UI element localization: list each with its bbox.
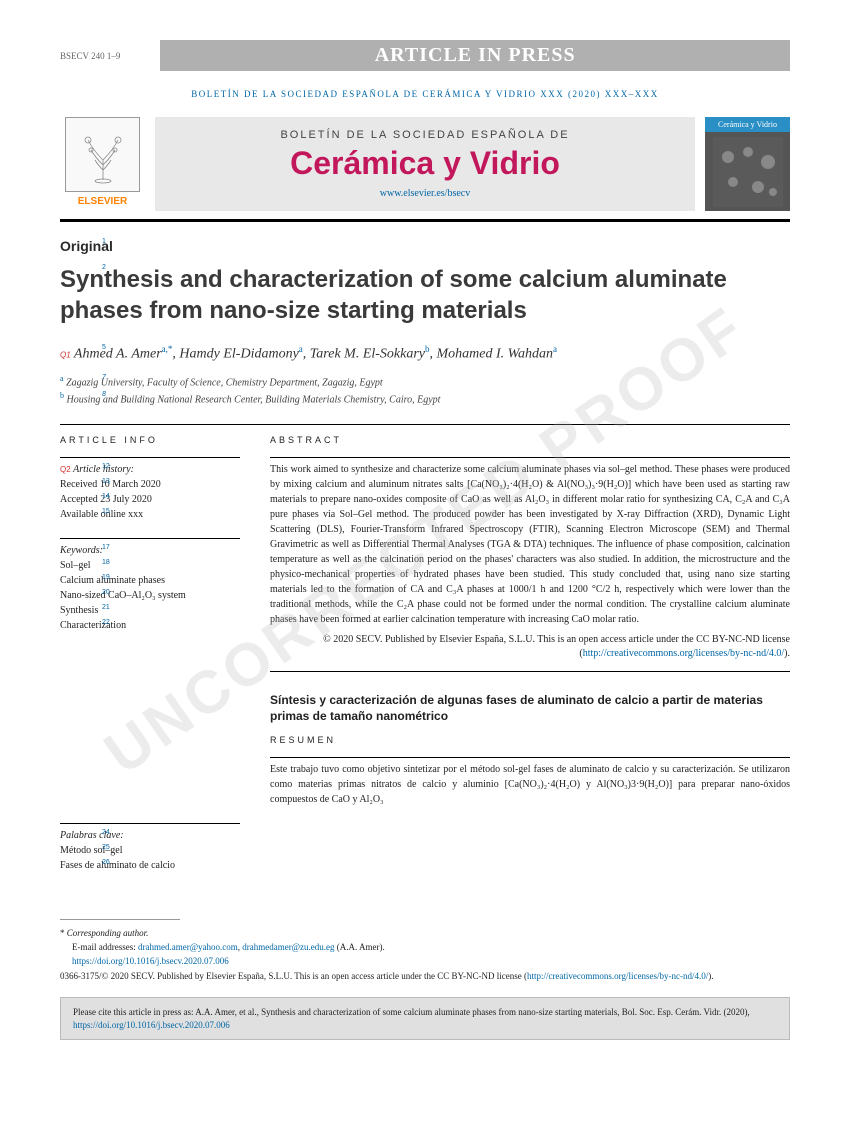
- line-num: 25: [102, 843, 110, 854]
- copyright: © 2020 SECV. Published by Elsevier Españ…: [270, 633, 790, 661]
- keyword: Nano-sized CaO–Al₂O₃ system: [60, 590, 186, 601]
- keywords-label: Keywords:: [60, 545, 103, 556]
- abstract-text: This work aimed to synthesize and charac…: [270, 462, 790, 627]
- aff-sup: a,*: [162, 344, 173, 354]
- author-4: , Mohamed I. Wahdan: [430, 347, 554, 362]
- line-num: 8: [102, 390, 106, 401]
- footnotes: * Corresponding author. E-mail addresses…: [60, 926, 790, 984]
- palabras-label: Palabras clave:: [60, 830, 124, 841]
- email-link[interactable]: drahmed.amer@yahoo.com: [138, 942, 238, 952]
- abstract-head: ABSTRACT: [270, 435, 790, 445]
- received-date: Received 10 March 2020: [60, 479, 161, 490]
- elsevier-logo: ELSEVIER: [60, 117, 145, 211]
- line-num: 7: [102, 373, 106, 384]
- header-band: ELSEVIER BOLETÍN DE LA SOCIEDAD ESPAÑOLA…: [60, 117, 790, 211]
- journal-banner: BOLETÍN DE LA SOCIEDAD ESPAÑOLA DE Cerám…: [155, 117, 695, 211]
- resumen-head: RESUMEN: [270, 735, 790, 745]
- line-num: 19: [102, 573, 110, 584]
- q1-marker: Q1: [60, 351, 71, 360]
- line-num: 20: [102, 588, 110, 599]
- author-3: , Tarek M. El-Sokkary: [303, 347, 425, 362]
- banner-link[interactable]: www.elsevier.es/bsecv: [165, 188, 685, 199]
- cover-image: [705, 132, 790, 211]
- line-num: 12: [102, 462, 110, 473]
- section-label: Original: [60, 238, 790, 254]
- keyword: Calcium aluminate phases: [60, 575, 165, 586]
- abstract-column: ABSTRACT This work aimed to synthesize a…: [270, 435, 790, 889]
- journal-reference: BOLETÍN DE LA SOCIEDAD ESPAÑOLA DE CERÁM…: [60, 89, 790, 99]
- line-num: 2: [102, 264, 106, 271]
- palabra-clave: Fases de aluminato de calcio: [60, 860, 175, 871]
- citation-box: Please cite this article in press as: A.…: [60, 997, 790, 1040]
- author-1: Ahmed A. Amer: [74, 347, 162, 362]
- affiliation-b: Housing and Building National Research C…: [67, 395, 441, 406]
- cite-doi-link[interactable]: https://doi.org/10.1016/j.bsecv.2020.07.…: [73, 1020, 230, 1030]
- article-in-press-label: ARTICLE IN PRESS: [160, 40, 790, 71]
- line-num: 26: [102, 858, 110, 869]
- cover-head: Cerámica y Vidrio: [705, 117, 790, 132]
- doi-link[interactable]: https://doi.org/10.1016/j.bsecv.2020.07.…: [72, 956, 229, 966]
- keyword: Sol–gel: [60, 560, 91, 571]
- cover-thumbnail: Cerámica y Vidrio: [705, 117, 790, 211]
- keyword: Synthesis: [60, 605, 98, 616]
- authors: Q1 Ahmed A. Amera,*, Hamdy El-Didamony a,…: [60, 344, 790, 363]
- spanish-title: Síntesis y caracterización de algunas fa…: [270, 692, 790, 726]
- line-num: 17: [102, 543, 110, 554]
- q2-marker: Q2: [60, 465, 71, 474]
- elsevier-tree-icon: [65, 117, 140, 192]
- banner-subtitle: BOLETÍN DE LA SOCIEDAD ESPAÑOLA DE: [165, 129, 685, 141]
- email-link[interactable]: drahmedamer@zu.edu.eg: [242, 942, 334, 952]
- affiliation-a: Zagazig University, Faculty of Science, …: [66, 377, 383, 388]
- article-title: Synthesis and characterization of some c…: [60, 264, 790, 326]
- two-column-layout: ARTICLE INFO 12Q2 Article history: 13Rec…: [60, 435, 790, 889]
- article-info-head: ARTICLE INFO: [60, 435, 240, 445]
- aff-sup: a: [553, 344, 557, 354]
- line-num: 22: [102, 618, 110, 629]
- doc-id: BSECV 240 1–9: [60, 51, 120, 61]
- keyword: Characterization: [60, 620, 126, 631]
- affiliations: 7a Zagazig University, Faculty of Scienc…: [60, 373, 790, 408]
- line-num: 5: [102, 344, 106, 351]
- line-num: 1: [102, 238, 106, 245]
- line-num: 21: [102, 603, 110, 614]
- banner-title: Cerámica y Vidrio: [165, 145, 685, 182]
- line-num: 14: [102, 492, 110, 503]
- cc-license-link[interactable]: http://creativecommons.org/licenses/by-n…: [527, 971, 708, 981]
- author-2: , Hamdy El-Didamony: [172, 347, 298, 362]
- line-num: 24: [102, 828, 110, 839]
- line-num: 18: [102, 558, 110, 569]
- top-bar: BSECV 240 1–9 ARTICLE IN PRESS: [60, 40, 790, 71]
- palabra-clave: Método sol–gel: [60, 845, 123, 856]
- cc-license-link[interactable]: http://creativecommons.org/licenses/by-n…: [583, 648, 784, 659]
- elsevier-text: ELSEVIER: [78, 196, 127, 207]
- rule: [60, 219, 790, 222]
- rule: [60, 424, 790, 425]
- resumen-text: Este trabajo tuvo como objetivo sintetiz…: [270, 762, 790, 807]
- line-num: 15: [102, 507, 110, 518]
- line-num: 13: [102, 477, 110, 488]
- article-info-column: ARTICLE INFO 12Q2 Article history: 13Rec…: [60, 435, 240, 889]
- corresponding-author: Corresponding author.: [67, 928, 149, 938]
- footnote-rule: [60, 919, 180, 920]
